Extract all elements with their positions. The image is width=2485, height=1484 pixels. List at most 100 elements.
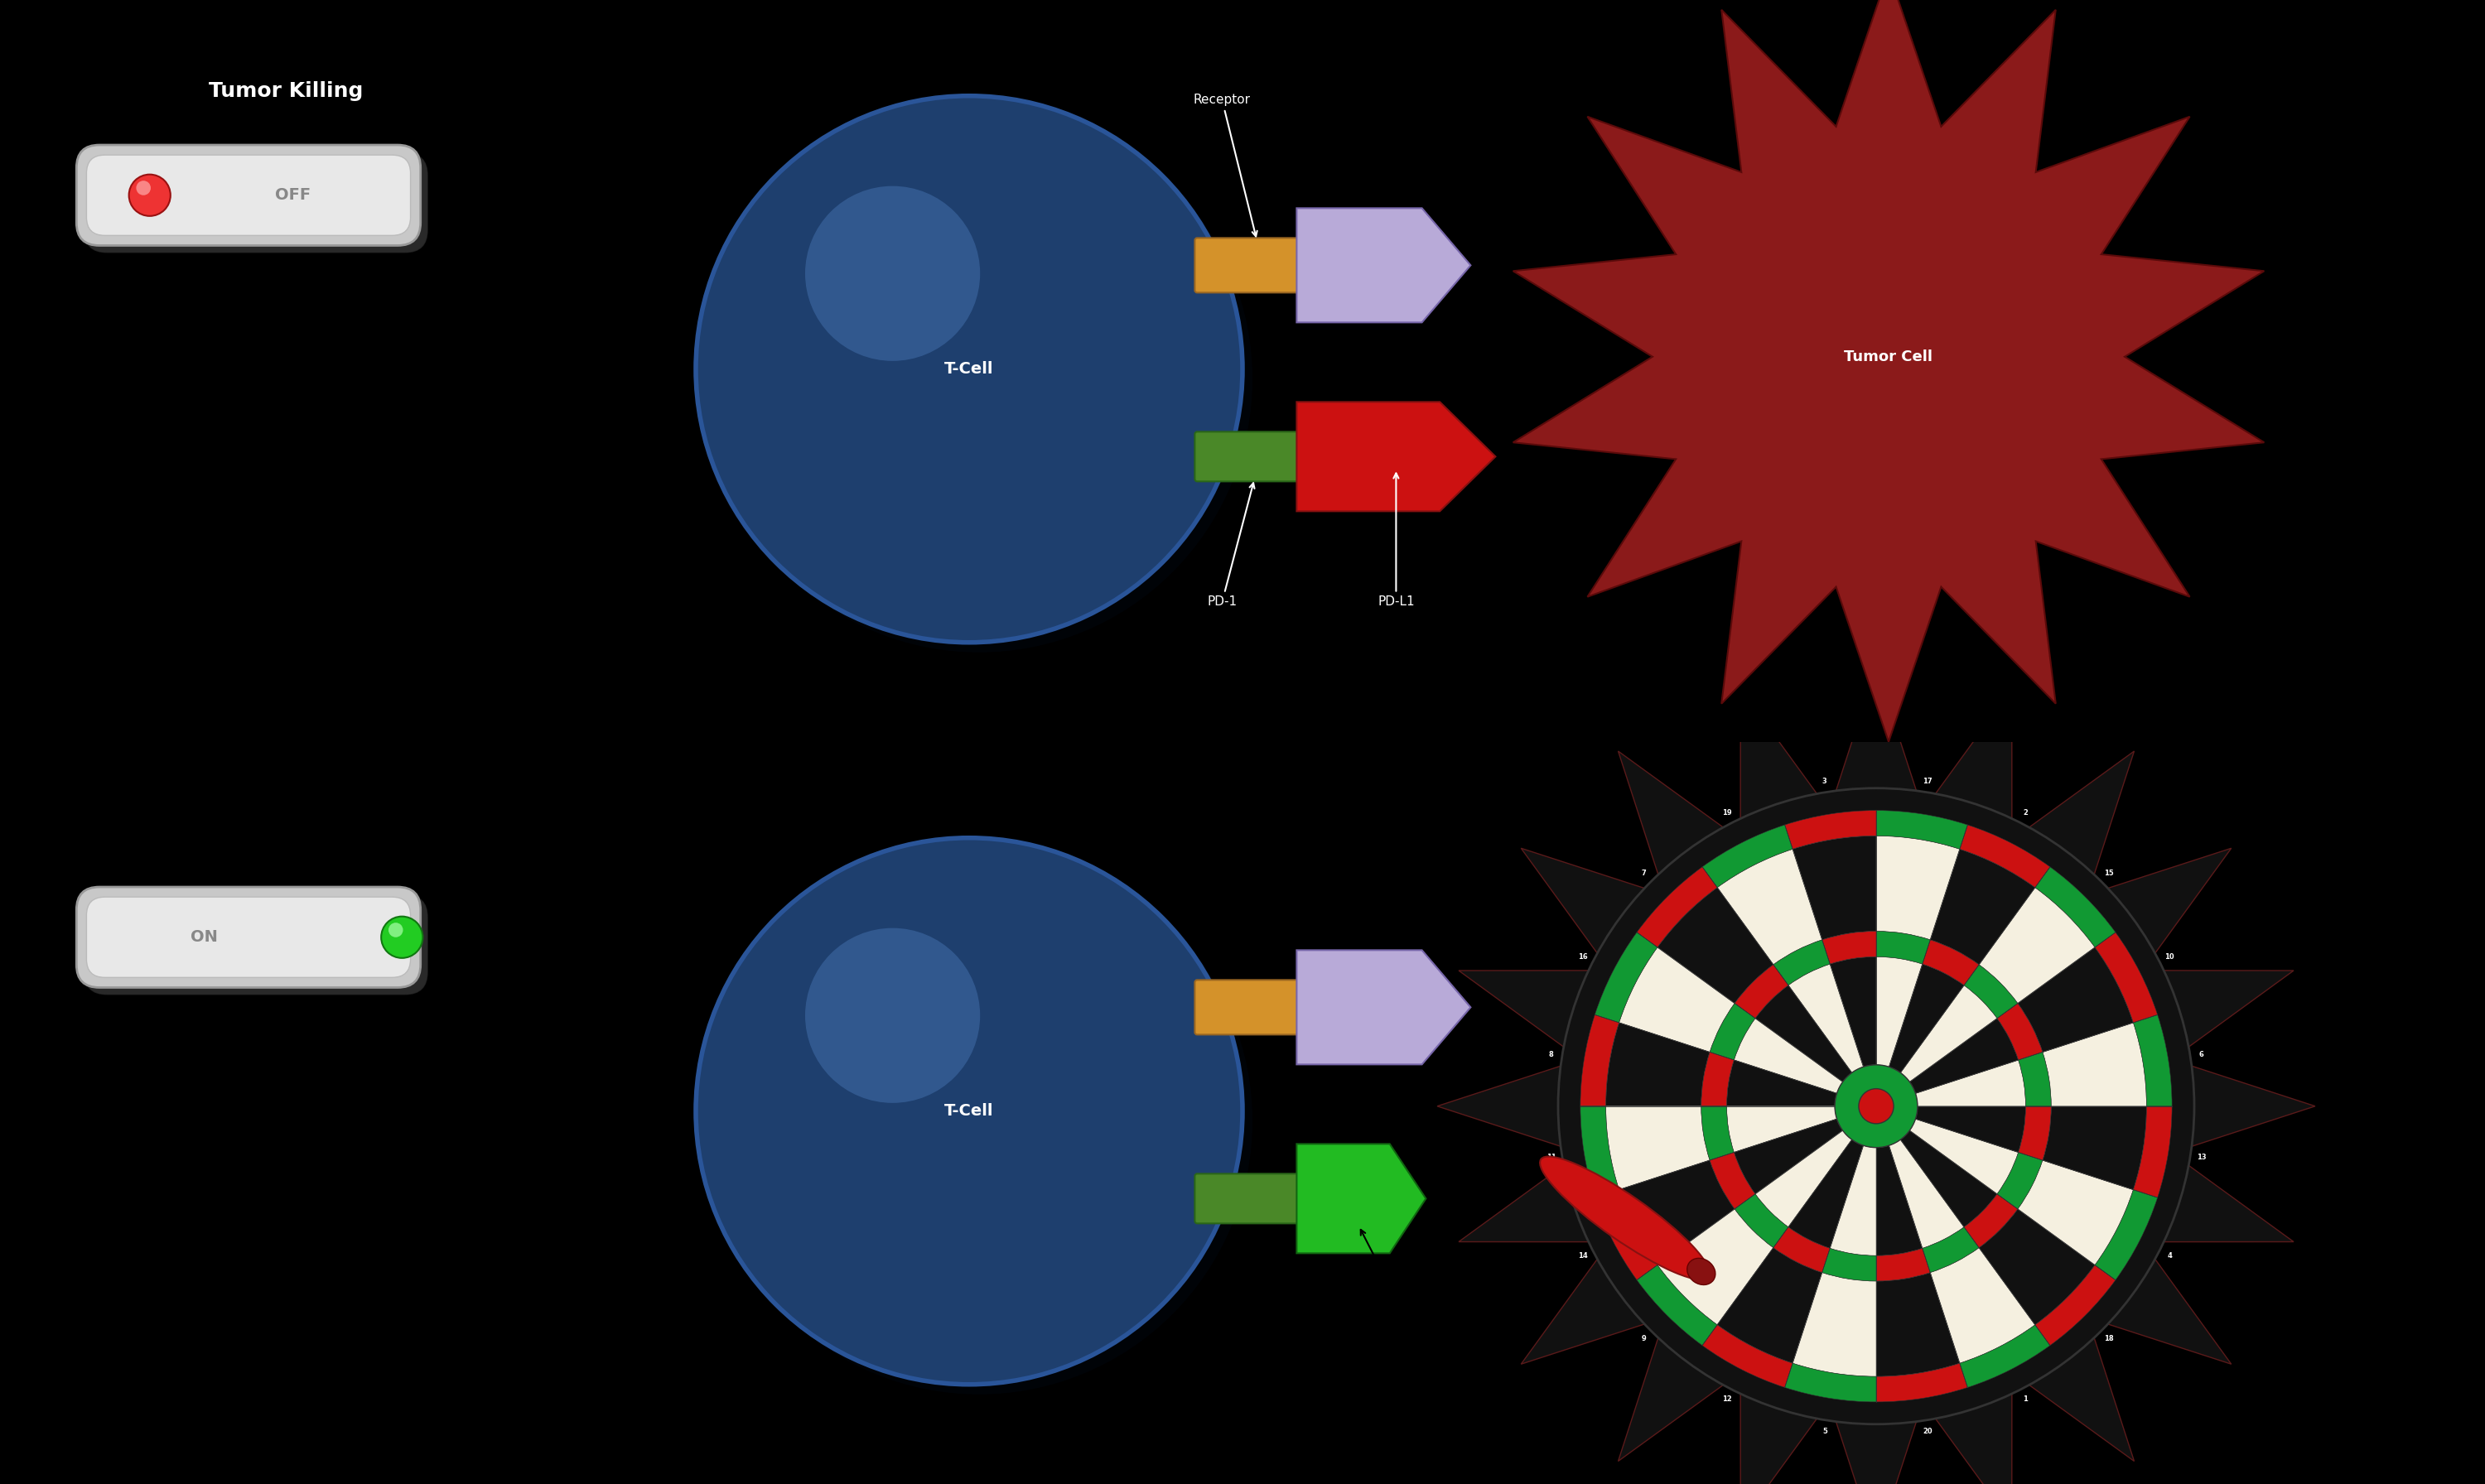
Wedge shape	[1595, 932, 1657, 1022]
Wedge shape	[1876, 957, 1923, 1067]
Wedge shape	[1931, 1248, 2035, 1364]
Wedge shape	[1638, 867, 1717, 947]
FancyBboxPatch shape	[1195, 979, 1305, 1034]
Wedge shape	[1735, 1018, 1844, 1094]
Wedge shape	[2035, 1264, 2115, 1346]
Wedge shape	[1754, 1131, 1851, 1227]
Wedge shape	[1727, 1060, 1836, 1106]
Circle shape	[696, 96, 1242, 643]
Ellipse shape	[1541, 1156, 1710, 1279]
Text: PD-L1: PD-L1	[1377, 473, 1414, 608]
Wedge shape	[1998, 1153, 2043, 1209]
FancyBboxPatch shape	[87, 896, 410, 978]
Text: 7: 7	[1640, 870, 1645, 877]
FancyBboxPatch shape	[1195, 432, 1305, 481]
Wedge shape	[1774, 939, 1829, 985]
Wedge shape	[1876, 1248, 1931, 1281]
Wedge shape	[1963, 1195, 2018, 1248]
Wedge shape	[2018, 1160, 2132, 1264]
Text: 10: 10	[2164, 953, 2174, 960]
Text: Tumor Killing: Tumor Killing	[209, 82, 363, 101]
FancyBboxPatch shape	[77, 145, 420, 245]
Text: Receptor: Receptor	[1193, 93, 1257, 236]
Wedge shape	[1580, 1015, 1620, 1106]
FancyBboxPatch shape	[1195, 237, 1305, 292]
Circle shape	[1558, 788, 2194, 1425]
Text: 17: 17	[1923, 778, 1933, 785]
Wedge shape	[1978, 887, 2095, 1003]
Wedge shape	[1735, 1195, 1789, 1248]
Wedge shape	[1605, 1106, 1710, 1190]
Wedge shape	[1792, 835, 1876, 939]
Wedge shape	[1580, 1106, 1620, 1198]
FancyBboxPatch shape	[87, 154, 410, 236]
Wedge shape	[1916, 1060, 2025, 1106]
Wedge shape	[1702, 1106, 1735, 1160]
Circle shape	[380, 917, 422, 959]
Wedge shape	[1931, 849, 2035, 965]
Wedge shape	[1829, 1146, 1876, 1255]
Text: 4: 4	[2167, 1252, 2172, 1260]
Text: Tumor Cell: Tumor Cell	[1844, 349, 1933, 364]
Circle shape	[706, 847, 1252, 1395]
Wedge shape	[2018, 947, 2132, 1052]
Text: 11: 11	[1546, 1155, 1556, 1162]
Wedge shape	[1923, 939, 1978, 985]
Wedge shape	[1822, 932, 1876, 965]
Wedge shape	[1784, 810, 1876, 849]
Wedge shape	[2095, 932, 2157, 1022]
Wedge shape	[2132, 1106, 2172, 1198]
Text: T-Cell: T-Cell	[944, 1103, 994, 1119]
Circle shape	[137, 181, 152, 196]
FancyBboxPatch shape	[84, 153, 427, 252]
Wedge shape	[1822, 1248, 1876, 1281]
Wedge shape	[1702, 1325, 1792, 1388]
Text: 13: 13	[2197, 1155, 2207, 1162]
Circle shape	[706, 105, 1252, 653]
Wedge shape	[1702, 825, 1792, 887]
Text: 14: 14	[1578, 1252, 1588, 1260]
Polygon shape	[1297, 208, 1471, 322]
Wedge shape	[1961, 1325, 2050, 1388]
Wedge shape	[2043, 1022, 2147, 1106]
Text: 15: 15	[2105, 870, 2115, 877]
Wedge shape	[1978, 1209, 2095, 1325]
Wedge shape	[1789, 1140, 1864, 1248]
Text: 19: 19	[1722, 809, 1732, 816]
Circle shape	[1859, 1089, 1894, 1123]
Text: T-Cell: T-Cell	[944, 361, 994, 377]
Wedge shape	[1901, 1131, 1998, 1227]
Wedge shape	[2018, 1052, 2050, 1106]
Circle shape	[805, 928, 979, 1103]
Wedge shape	[1908, 1119, 2018, 1195]
Wedge shape	[1876, 835, 1961, 939]
Wedge shape	[1876, 932, 1931, 965]
Wedge shape	[1717, 1248, 1822, 1364]
Text: 12: 12	[1722, 1395, 1732, 1402]
Wedge shape	[1792, 1272, 1876, 1377]
Wedge shape	[2043, 1106, 2147, 1190]
Circle shape	[129, 175, 171, 217]
Wedge shape	[2095, 1190, 2157, 1281]
Wedge shape	[1774, 1227, 1829, 1272]
Wedge shape	[2035, 867, 2115, 947]
Wedge shape	[1710, 1153, 1754, 1209]
Polygon shape	[1513, 0, 2264, 742]
Wedge shape	[1754, 985, 1851, 1082]
Wedge shape	[1710, 1003, 1754, 1060]
Text: 9: 9	[1640, 1336, 1645, 1343]
Text: 20: 20	[1923, 1428, 1933, 1435]
Wedge shape	[1638, 1264, 1717, 1346]
FancyBboxPatch shape	[77, 887, 420, 987]
Wedge shape	[1605, 1022, 1710, 1106]
Circle shape	[696, 838, 1242, 1385]
Wedge shape	[1702, 1052, 1735, 1106]
Wedge shape	[2132, 1015, 2172, 1106]
Wedge shape	[1876, 1272, 1961, 1377]
Text: 1: 1	[2023, 1395, 2028, 1402]
Wedge shape	[1620, 947, 1735, 1052]
Text: 2: 2	[2023, 809, 2028, 816]
Text: 16: 16	[1578, 953, 1588, 960]
Text: 3: 3	[1822, 778, 1826, 785]
Wedge shape	[1961, 825, 2050, 887]
